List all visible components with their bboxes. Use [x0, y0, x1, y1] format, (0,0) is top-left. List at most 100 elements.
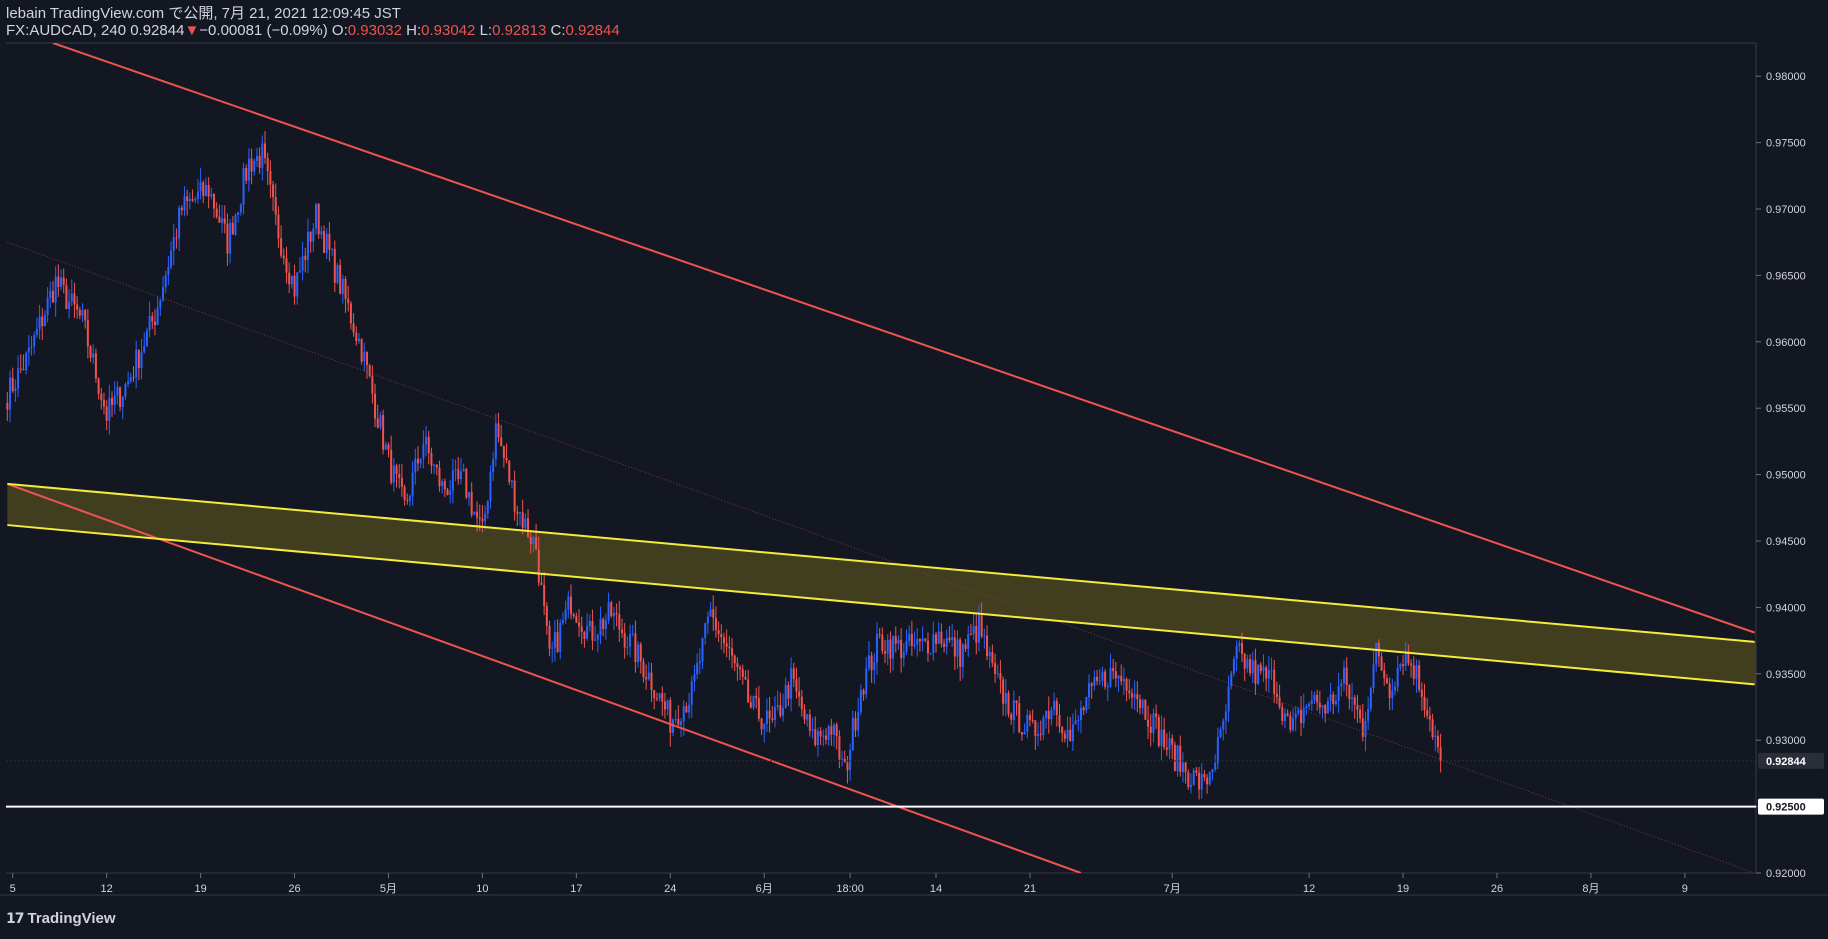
candle-body: [1402, 664, 1405, 666]
candle: [760, 717, 763, 735]
candle-body: [261, 143, 264, 168]
candle: [575, 612, 578, 624]
candle-body: [400, 477, 403, 487]
candle: [1286, 709, 1289, 717]
candle-body: [602, 618, 605, 630]
candle: [1120, 664, 1123, 686]
candle-body: [94, 353, 97, 379]
candle: [833, 722, 836, 747]
candle-body: [1332, 694, 1335, 705]
candle-body: [435, 464, 438, 468]
candle: [1383, 662, 1386, 686]
candle-body: [135, 349, 138, 378]
candle: [1385, 674, 1388, 684]
candle: [596, 633, 599, 653]
candle: [610, 600, 613, 618]
candle-body: [1061, 726, 1064, 734]
candle: [943, 639, 946, 653]
candle-body: [782, 708, 785, 716]
candle: [272, 180, 275, 212]
candle-body: [384, 444, 387, 450]
candle-body: [231, 222, 234, 235]
candle: [269, 160, 272, 199]
candle-body: [846, 762, 849, 771]
candle: [1037, 722, 1040, 747]
candle-body: [551, 647, 554, 649]
candle: [779, 692, 782, 718]
candle-body: [242, 167, 245, 205]
candle: [991, 644, 994, 668]
candle: [752, 695, 755, 711]
candle-body: [1356, 704, 1359, 710]
candle-body: [513, 480, 516, 512]
candle-body: [306, 231, 309, 260]
candle: [1042, 714, 1045, 741]
candle: [1348, 684, 1351, 710]
candle-body: [486, 501, 489, 514]
candle: [900, 628, 903, 673]
candle: [953, 630, 956, 670]
candle-body: [1176, 745, 1179, 772]
candle: [902, 643, 905, 667]
candle-body: [357, 338, 360, 342]
candle: [639, 642, 642, 674]
candle-body: [481, 518, 484, 522]
candle: [253, 158, 256, 176]
candle: [1050, 706, 1053, 726]
tradingview-logo[interactable]: 𝟭𝟳 TradingView: [6, 910, 116, 927]
y-tick-label: 0.95000: [1766, 470, 1806, 482]
candle: [1275, 681, 1278, 705]
candle-body: [51, 290, 54, 303]
candle: [129, 373, 132, 384]
candle: [1007, 690, 1010, 718]
candle: [207, 177, 210, 209]
candle: [1141, 698, 1144, 715]
candle: [1155, 704, 1158, 729]
candle-body: [457, 469, 460, 480]
candle: [1283, 708, 1286, 729]
candle-body: [408, 496, 411, 501]
candle-body: [6, 402, 9, 410]
candle: [967, 625, 970, 657]
candle: [604, 613, 607, 640]
candle-body: [97, 378, 100, 395]
candle-body: [1334, 700, 1337, 705]
candle: [505, 443, 508, 464]
x-tick-label: 10: [476, 883, 488, 895]
candle: [1082, 705, 1085, 716]
candle: [368, 363, 371, 378]
candle-body: [1015, 700, 1018, 704]
candle-body: [277, 214, 280, 239]
candle: [331, 248, 334, 257]
candle-body: [33, 335, 36, 347]
candle-body: [1173, 744, 1176, 772]
candle-body: [1216, 736, 1219, 763]
candle: [196, 179, 199, 204]
candle-body: [1130, 693, 1133, 698]
candle: [151, 312, 154, 330]
candle-body: [1308, 703, 1311, 707]
candle: [422, 430, 425, 469]
candle: [1053, 692, 1056, 716]
candle: [988, 646, 991, 668]
candle: [924, 638, 927, 643]
candle: [309, 231, 312, 253]
candle-body: [535, 537, 538, 550]
candle: [229, 218, 232, 264]
candle-body: [937, 631, 940, 644]
candle: [288, 262, 291, 294]
candle: [1176, 744, 1179, 777]
candle: [113, 381, 116, 415]
candle: [1219, 726, 1222, 739]
candle-body: [186, 196, 189, 202]
candle-body: [484, 513, 487, 522]
channel-upper-line: [52, 43, 1755, 634]
candle-body: [1326, 701, 1329, 714]
candle: [1122, 667, 1125, 696]
candles: [6, 131, 1442, 800]
y-tick-label: 0.97500: [1766, 138, 1806, 150]
candle-body: [390, 449, 393, 483]
candle-body: [1318, 702, 1321, 708]
candle: [572, 612, 575, 619]
